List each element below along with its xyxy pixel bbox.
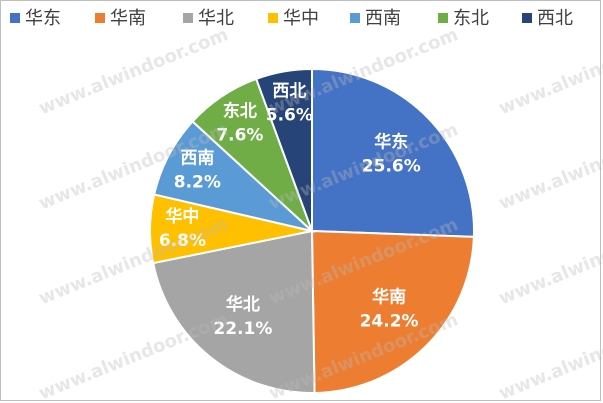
pie-slice (254, 67, 313, 232)
legend-swatch (268, 13, 278, 23)
legend-label: 华北 (198, 8, 234, 29)
legend-swatch (10, 13, 20, 23)
slice-category: 华中 (165, 206, 199, 227)
legend-label: 西北 (537, 8, 573, 29)
legend-swatch (438, 13, 448, 23)
slice-value: 22.1% (213, 319, 272, 339)
slice-value: 25.6% (362, 157, 421, 177)
slice-category: 华南 (372, 287, 406, 308)
slice-category: 西北 (272, 81, 306, 101)
slice-value: 8.2% (174, 173, 221, 193)
legend-label: 东北 (453, 8, 489, 29)
slice-value: 5.6% (266, 105, 313, 125)
pie-slice (311, 67, 475, 238)
slice-category: 东北 (223, 100, 257, 121)
slice-category: 西南 (180, 148, 214, 169)
legend-swatch (183, 13, 193, 23)
legend-label: 华南 (110, 8, 146, 29)
legend-swatch (350, 13, 360, 23)
legend-label: 华中 (283, 8, 319, 29)
slice-value: 24.2% (360, 312, 419, 332)
legend-swatch (522, 13, 532, 23)
legend-label: 西南 (365, 8, 401, 29)
legend-swatch (95, 13, 105, 23)
legend-label: 华东 (25, 8, 61, 29)
slice-category: 华东 (374, 132, 408, 153)
pie-slice (310, 229, 475, 394)
slice-value: 6.8% (159, 231, 206, 251)
pie-slice (152, 229, 316, 394)
slice-value: 7.6% (216, 125, 263, 145)
slice-category: 华北 (226, 294, 260, 315)
